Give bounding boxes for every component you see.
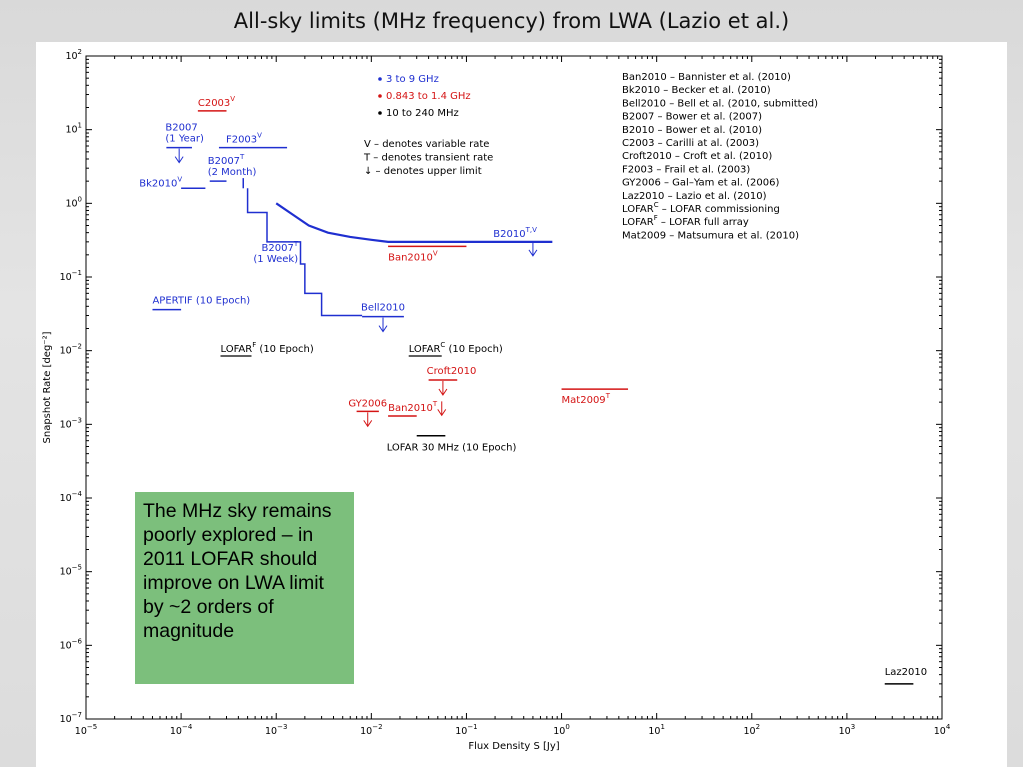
- slide-title: All-sky limits (MHz frequency) from LWA …: [233, 9, 790, 33]
- reference-entry: Bk2010 – Becker et al. (2010): [622, 85, 771, 96]
- legend-dot: [378, 111, 382, 115]
- label-B2007-2mo: B2007T: [208, 153, 245, 167]
- x-tick-label: 101: [648, 723, 665, 737]
- label-GY2006: GY2006: [348, 398, 387, 409]
- legend-entry: 0.843 to 1.4 GHz: [386, 91, 471, 102]
- reference-entry: F2003 – Frail et al. (2003): [622, 164, 750, 175]
- label-Bk2010: Bk2010V: [139, 175, 182, 189]
- legend-symbol-entry: V – denotes variable rate: [364, 139, 489, 150]
- y-tick-label: 10−7: [60, 711, 82, 725]
- upper-limit-arrow-Croft2010: [438, 380, 448, 396]
- label-B2007-1wk-period: (1 Week): [253, 254, 298, 265]
- callout-box: The MHz sky remains poorly explored – in…: [135, 492, 354, 684]
- x-axis-label: Flux Density S [Jy]: [468, 741, 559, 752]
- staircase-B2007-1wk: [246, 188, 363, 317]
- reference-entry: C2003 – Carilli at al. (2003): [622, 138, 759, 149]
- label-LOFAR30: LOFAR 30 MHz (10 Epoch): [387, 443, 517, 454]
- x-tick-label: 102: [743, 723, 760, 737]
- reference-entry: B2007 – Bower et al. (2007): [622, 112, 762, 123]
- x-tick-label: 100: [553, 723, 570, 737]
- label-Croft2010: Croft2010: [427, 366, 477, 377]
- y-tick-label: 10−6: [60, 637, 83, 651]
- curve-B2010: [275, 202, 553, 243]
- x-tick-label: 10−1: [455, 723, 477, 737]
- y-tick-label: 10−4: [60, 490, 83, 504]
- upper-limit-arrow-B2007-1yr: [174, 148, 184, 164]
- y-tick-label: 10−1: [60, 269, 82, 283]
- upper-limit-arrow-GY2006: [363, 412, 373, 428]
- label-Mat2009: Mat2009T: [562, 392, 611, 406]
- label-B2010: B2010T,V: [493, 226, 537, 240]
- y-tick-label: 100: [65, 195, 82, 209]
- label-B2007-1yr-period: (1 Year): [165, 134, 204, 145]
- label-LOFAR-C: LOFARC (10 Epoch): [409, 341, 503, 355]
- y-tick-label: 102: [65, 48, 82, 62]
- reference-entry: LOFARC – LOFAR commissioning: [622, 201, 780, 215]
- reference-entry: Mat2009 – Matsumura et al. (2010): [622, 230, 799, 241]
- chart: 10−5 10−4 10−3 10−2 10−1 100 101 102 103 104 102 10…: [42, 48, 951, 752]
- legend-dot: [378, 94, 382, 98]
- y-tick-label: 101: [65, 122, 82, 136]
- plot-frame: [85, 55, 943, 720]
- reference-entry: B2010 – Bower et al. (2010): [622, 125, 762, 136]
- reference-entry: Ban2010 – Bannister et al. (2010): [622, 72, 791, 83]
- x-tick-label: 10−3: [265, 723, 287, 737]
- reference-entry: GY2006 – Gal–Yam et al. (2006): [622, 178, 779, 189]
- label-Bell2010: Bell2010: [361, 303, 405, 314]
- upper-limit-arrow-Bell2010: [378, 317, 388, 333]
- reference-entry: LOFARF – LOFAR full array: [622, 214, 749, 228]
- reference-entry: Laz2010 – Lazio et al. (2010): [622, 191, 767, 202]
- legend-symbol-entry: T – denotes transient rate: [363, 153, 493, 164]
- callout-text: The MHz sky remains poorly explored – in…: [143, 500, 332, 642]
- upper-limit-arrow-Ban2010T: [437, 401, 447, 417]
- y-axis-label: Snapshot Rate [deg⁻²]: [42, 331, 53, 443]
- legend-entry: 3 to 9 GHz: [386, 74, 439, 85]
- upper-limit-arrow-B2010: [528, 241, 538, 257]
- reference-entry: Bell2010 – Bell et al. (2010, submitted): [622, 98, 818, 109]
- y-tick-label: 10−2: [60, 343, 82, 357]
- y-tick-label: 10−5: [60, 564, 82, 578]
- x-tick-label: 10−5: [75, 723, 97, 737]
- label-C2003: C2003V: [198, 95, 235, 109]
- label-LOFAR-F: LOFARF (10 Epoch): [220, 341, 313, 355]
- label-Ban2010V: Ban2010V: [388, 249, 438, 263]
- label-Laz2010: Laz2010: [885, 667, 927, 678]
- x-tick-label: 10−4: [170, 723, 193, 737]
- label-Ban2010T: Ban2010T: [388, 400, 438, 414]
- label-B2007-1yr: B2007: [165, 123, 197, 134]
- legend-dot: [378, 77, 382, 81]
- x-tick-label: 104: [934, 723, 951, 737]
- x-tick-label: 103: [839, 723, 856, 737]
- label-B2007-2mo-period: (2 Month): [208, 167, 257, 178]
- legend-entry: 10 to 240 MHz: [386, 108, 459, 119]
- label-APERTIF: APERTIF (10 Epoch): [152, 296, 250, 307]
- y-tick-label: 10−3: [60, 416, 82, 430]
- x-tick-label: 10−2: [360, 723, 382, 737]
- legend-symbol-entry: ↓ – denotes upper limit: [364, 166, 482, 177]
- reference-entry: Croft2010 – Croft et al. (2010): [622, 151, 772, 162]
- label-B2007-1wk: B2007T: [262, 240, 299, 254]
- label-F2003: F2003V: [226, 132, 262, 146]
